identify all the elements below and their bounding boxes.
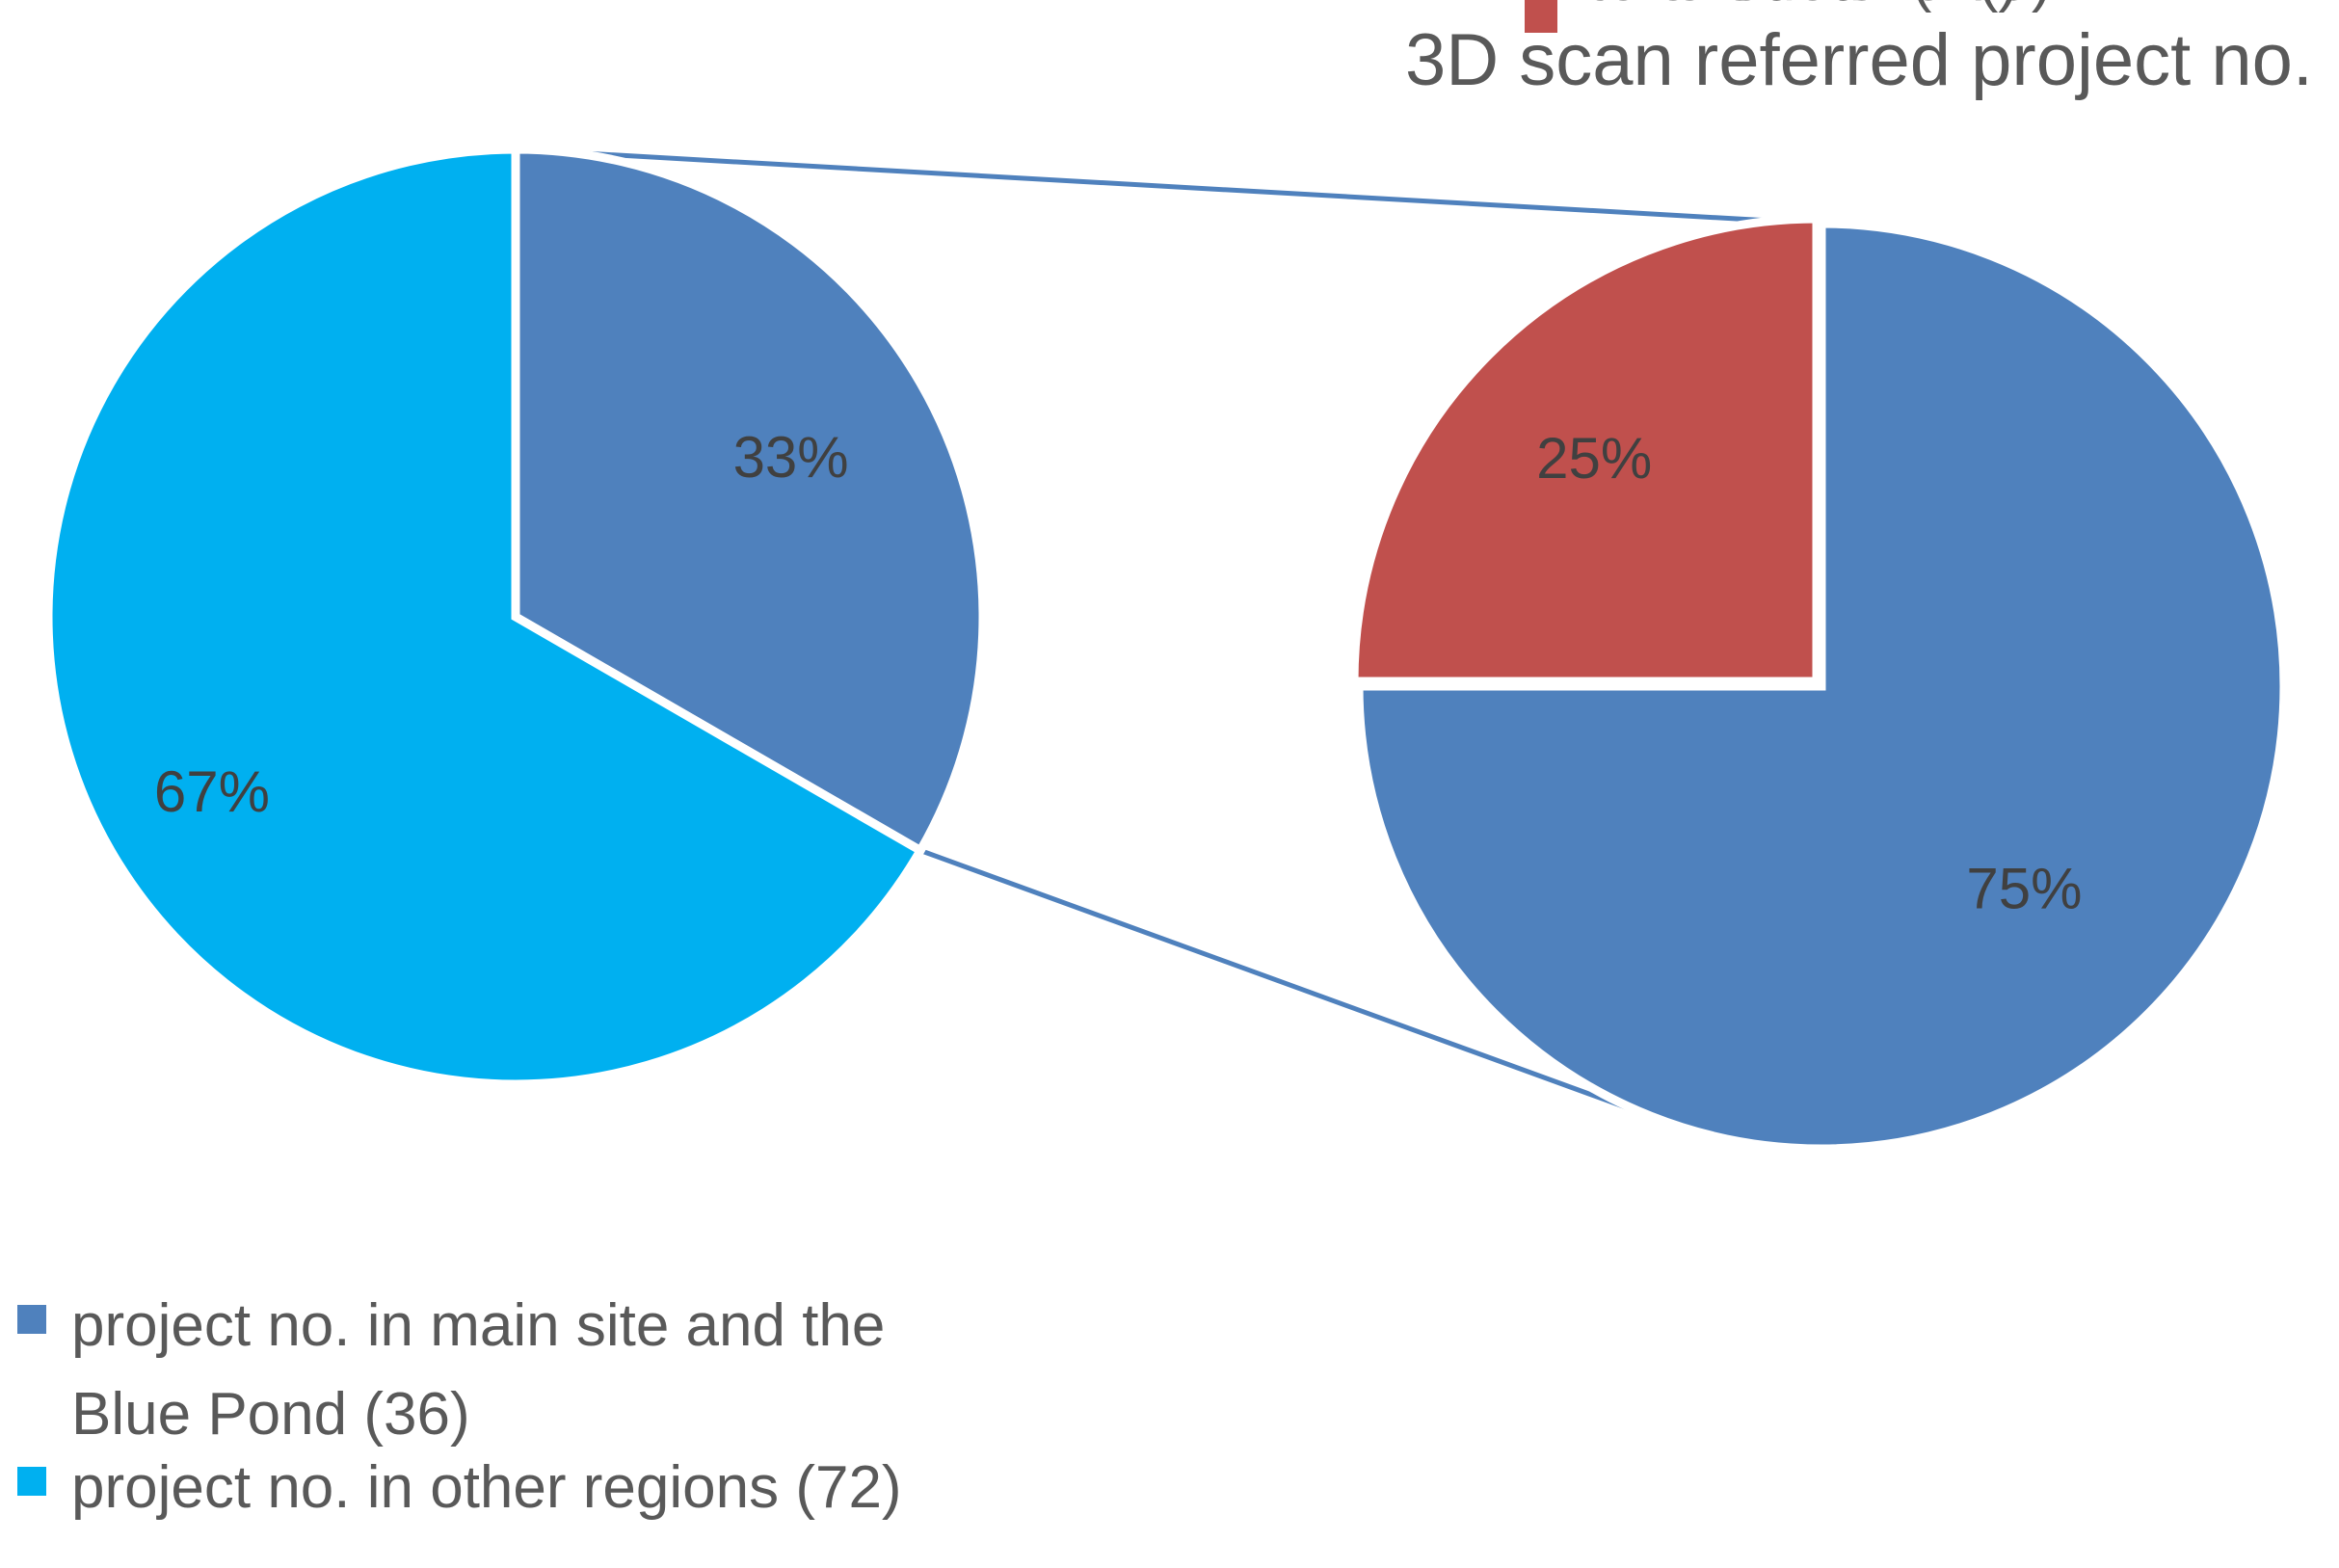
connector-line-top — [515, 146, 1822, 226]
main-legend-swatch-project-no-in-main-site-and-the-blue-pond-36 — [17, 1305, 46, 1334]
main-legend-label-project-no-in-main-site-and-the-blue-pond-36-line-1: project no. in main site and the — [71, 1292, 885, 1359]
main-data-label-project-no-in-other-regions-72: 67% — [154, 759, 270, 824]
legend-main: project no. in main site and the Blue Pon… — [17, 1292, 902, 1521]
main-legend-label-project-no-in-other-regions-72: project no. in other regions (72) — [71, 1454, 902, 1521]
detail-legend-swatch-unreferred-no-9 — [1525, 0, 1557, 33]
detail-slice-referred-no-27 — [1354, 219, 2289, 1154]
chart-title: 3D scan referred project no. — [1405, 19, 2313, 101]
detail-legend-label-referred-no-27: referred no. (27) — [1586, 0, 2018, 13]
main-legend-swatch-project-no-in-other-regions-72 — [17, 1467, 46, 1496]
main-legend-item-project-no-in-other-regions-72: project no. in other regions (72) — [17, 1454, 902, 1521]
main-slice-project-no-in-main-site-and-the-blue-pond-36 — [511, 145, 988, 857]
main-legend-label-project-no-in-main-site-and-the-blue-pond-36-line-2: Blue Pond (36) — [71, 1381, 470, 1448]
detail-legend-item-unreferred-no-9: unreferred no. (9) — [1525, 0, 2051, 33]
detail-legend-label-unreferred-no-9: unreferred no. (9) — [1586, 0, 2051, 13]
legend-detail: referred no. (27)unreferred no. (9) — [1525, 0, 2051, 33]
main-slice-project-no-in-other-regions-72 — [43, 145, 927, 1089]
pie-detail: 75% 25% — [1349, 214, 2289, 1154]
detail-data-label-referred-no-27: 75% — [1966, 856, 2082, 920]
connector-lines — [515, 146, 1822, 1125]
detail-data-label-unreferred-no-9: 25% — [1536, 426, 1652, 491]
pie-main: 33% 67% — [43, 145, 988, 1089]
main-legend-item-project-no-in-main-site-and-the-blue-pond-36: project no. in main site and the Blue Pon… — [17, 1292, 885, 1448]
detail-slice-unreferred-no-9 — [1349, 214, 1821, 686]
connector-line-bottom — [919, 848, 1666, 1125]
main-data-label-project-no-in-main-site-and-the-blue-pond-36: 33% — [733, 425, 849, 490]
